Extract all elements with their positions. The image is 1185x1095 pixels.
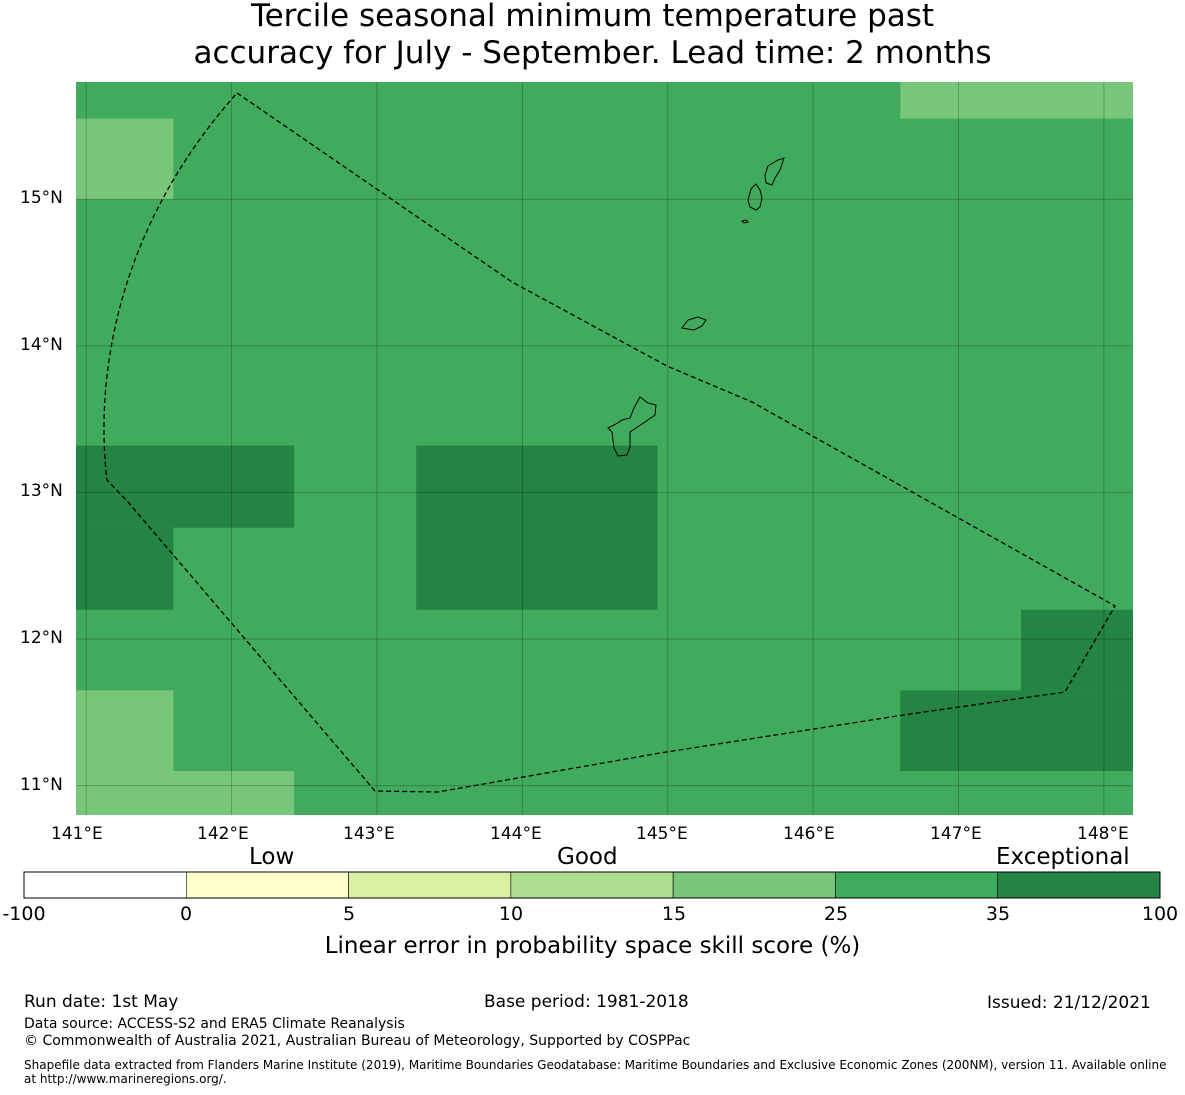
lat-label-12n: 12°N [20,628,63,648]
legend-category-good: Good [557,844,618,870]
skill-zone-1 [900,82,1133,119]
colorbar-tick-35: 35 [985,903,1011,925]
shapefile-credit-line2: at http://www.marineregions.org/. [24,1072,227,1086]
colorbar-segment-4 [672,871,836,899]
colorbar-frame [23,871,1161,899]
aguijan-outline [741,219,749,224]
skill-zone-8 [76,771,295,815]
map-gridlines [76,82,1133,815]
skill-zone-2 [76,445,295,528]
colorbar-segment-5 [835,871,999,899]
skill-zones [76,82,1133,815]
colorbar [23,871,1161,899]
lon-label-142e: 142°E [197,824,249,844]
chart-title-line1: Tercile seasonal minimum temperature pas… [250,0,935,34]
skill-zone-7 [76,690,174,772]
skill-zone-6 [1021,609,1133,691]
lon-label-144e: 144°E [490,824,542,844]
legend-category-exceptional: Exceptional [996,844,1130,870]
colorbar-label: Linear error in probability space skill … [324,933,861,959]
colorbar-segment-0 [23,871,187,899]
lon-label-147e: 147°E [930,824,982,844]
skill-zone-5 [900,690,1133,772]
colorbar-segment-3 [510,871,674,899]
eez-boundary [103,92,1116,793]
chart-title-line2: accuracy for July - September. Lead time… [193,35,992,71]
colorbar-segment-1 [185,871,349,899]
lon-label-141e: 141°E [51,824,103,844]
shapefile-credit-line1: Shapefile data extracted from Flanders M… [24,1058,1167,1072]
saipan-outline [764,157,785,186]
colorbar-segment-6 [997,871,1161,899]
lat-label-13n: 13°N [20,481,63,501]
lat-label-14n: 14°N [20,335,63,355]
rota-outline [681,316,707,331]
lon-label-148e: 148°E [1077,824,1129,844]
colorbar-tick-minus100: -100 [2,903,46,925]
lon-label-146e: 146°E [783,824,835,844]
data-source: Data source: ACCESS-S2 and ERA5 Climate … [24,1016,405,1032]
issued-date: Issued: 21/12/2021 [987,993,1151,1013]
skill-zone-0 [76,118,174,200]
lon-label-143e: 143°E [343,824,395,844]
colorbar-tick-25: 25 [823,903,849,925]
legend-category-low: Low [249,844,295,870]
colorbar-tick-10: 10 [498,903,524,925]
guam-outline [607,396,657,457]
copyright: © Commonwealth of Australia 2021, Austra… [24,1033,691,1049]
lon-label-145e: 145°E [636,824,688,844]
colorbar-tick-0: 0 [179,903,193,925]
colorbar-tick-15: 15 [661,903,687,925]
run-date: Run date: 1st May [24,992,179,1012]
lat-label-15n: 15°N [20,188,63,208]
colorbar-tick-5: 5 [342,903,356,925]
tinian-outline [747,183,763,211]
island-outlines [607,157,785,457]
colorbar-segment-2 [348,871,512,899]
base-period: Base period: 1981-2018 [484,992,689,1012]
lat-label-11n: 11°N [20,775,63,795]
colorbar-tick-100: 100 [1141,903,1179,925]
skill-zone-4 [416,445,658,610]
skill-zone-3 [76,527,174,610]
